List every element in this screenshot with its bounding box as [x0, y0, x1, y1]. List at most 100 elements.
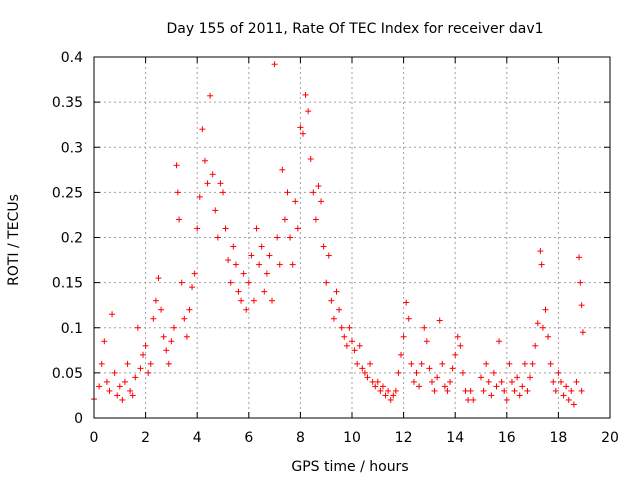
data-point	[320, 243, 327, 250]
data-point	[243, 306, 250, 313]
data-point	[140, 351, 147, 358]
data-point	[170, 324, 177, 331]
data-point	[356, 342, 363, 349]
data-point	[377, 387, 384, 394]
data-point	[269, 297, 276, 304]
data-point	[374, 378, 381, 385]
data-point	[349, 338, 355, 345]
data-point	[305, 108, 312, 115]
data-point	[315, 183, 322, 190]
data-point	[323, 279, 330, 286]
data-point	[361, 369, 368, 376]
data-point	[508, 378, 515, 385]
data-point	[191, 270, 198, 277]
data-point	[545, 333, 552, 340]
data-point	[199, 126, 206, 133]
data-point	[174, 189, 181, 196]
data-point	[444, 387, 451, 394]
data-point	[111, 369, 118, 376]
data-point	[292, 198, 299, 205]
data-point	[245, 279, 252, 286]
data-point	[524, 387, 531, 394]
data-point	[555, 369, 562, 376]
y-tick-label: 0.15	[52, 276, 83, 292]
data-point	[152, 297, 159, 304]
data-point	[173, 162, 180, 169]
data-point	[462, 387, 469, 394]
data-point	[250, 297, 257, 304]
data-point	[196, 193, 203, 200]
data-point	[400, 333, 407, 340]
data-point	[570, 401, 577, 408]
data-point	[527, 374, 534, 381]
data-point	[302, 91, 309, 98]
data-point	[372, 383, 379, 390]
data-point	[392, 387, 399, 394]
data-point	[364, 374, 371, 381]
data-point	[485, 378, 492, 385]
data-point	[547, 360, 554, 367]
data-point	[183, 333, 190, 340]
x-tick-label: 8	[296, 430, 305, 446]
data-point	[398, 351, 405, 358]
chart-title: Day 155 of 2011, Rate Of TEC Index for r…	[166, 21, 543, 37]
data-point	[447, 378, 454, 385]
data-point	[454, 333, 461, 340]
data-point	[413, 369, 420, 376]
x-tick-label: 12	[395, 430, 413, 446]
data-point	[385, 387, 392, 394]
data-point	[577, 279, 584, 286]
data-point	[578, 302, 585, 309]
data-point	[346, 324, 353, 331]
data-point	[124, 360, 131, 367]
data-point	[501, 387, 508, 394]
data-point	[274, 234, 281, 241]
data-point	[186, 306, 193, 313]
grid	[94, 57, 610, 418]
data-point	[557, 378, 564, 385]
data-point	[266, 252, 273, 259]
data-point	[325, 252, 332, 259]
data-point	[261, 288, 268, 295]
data-point	[542, 306, 549, 313]
data-point	[225, 257, 232, 264]
data-point	[230, 243, 237, 250]
data-point	[390, 392, 397, 399]
data-point	[449, 365, 456, 372]
data-point	[163, 347, 170, 354]
data-point	[297, 124, 304, 131]
data-point	[452, 351, 459, 358]
data-point	[519, 383, 526, 390]
data-point	[423, 338, 430, 345]
data-points	[91, 61, 586, 408]
data-point	[516, 392, 523, 399]
x-axis-label: GPS time / hours	[291, 459, 408, 475]
data-point	[416, 383, 423, 390]
data-point	[96, 383, 103, 390]
data-point	[478, 374, 484, 381]
data-point	[439, 360, 446, 367]
data-point	[480, 387, 487, 394]
data-point	[222, 225, 229, 232]
data-point	[552, 387, 559, 394]
data-point	[217, 180, 224, 187]
data-point	[150, 315, 157, 322]
y-tick-label: 0.25	[52, 185, 83, 201]
data-point	[330, 315, 337, 322]
data-point	[155, 275, 162, 282]
data-point	[351, 347, 358, 354]
data-point	[431, 387, 438, 394]
data-point	[299, 130, 306, 137]
data-point	[434, 374, 441, 381]
data-point	[256, 261, 263, 268]
data-point	[310, 189, 317, 196]
data-point	[119, 396, 126, 403]
data-point	[367, 360, 374, 367]
data-point	[204, 180, 211, 187]
data-point	[328, 297, 335, 304]
data-point	[521, 360, 528, 367]
data-point	[212, 207, 219, 214]
data-point	[387, 396, 394, 403]
data-point	[560, 392, 567, 399]
data-point	[132, 374, 139, 381]
